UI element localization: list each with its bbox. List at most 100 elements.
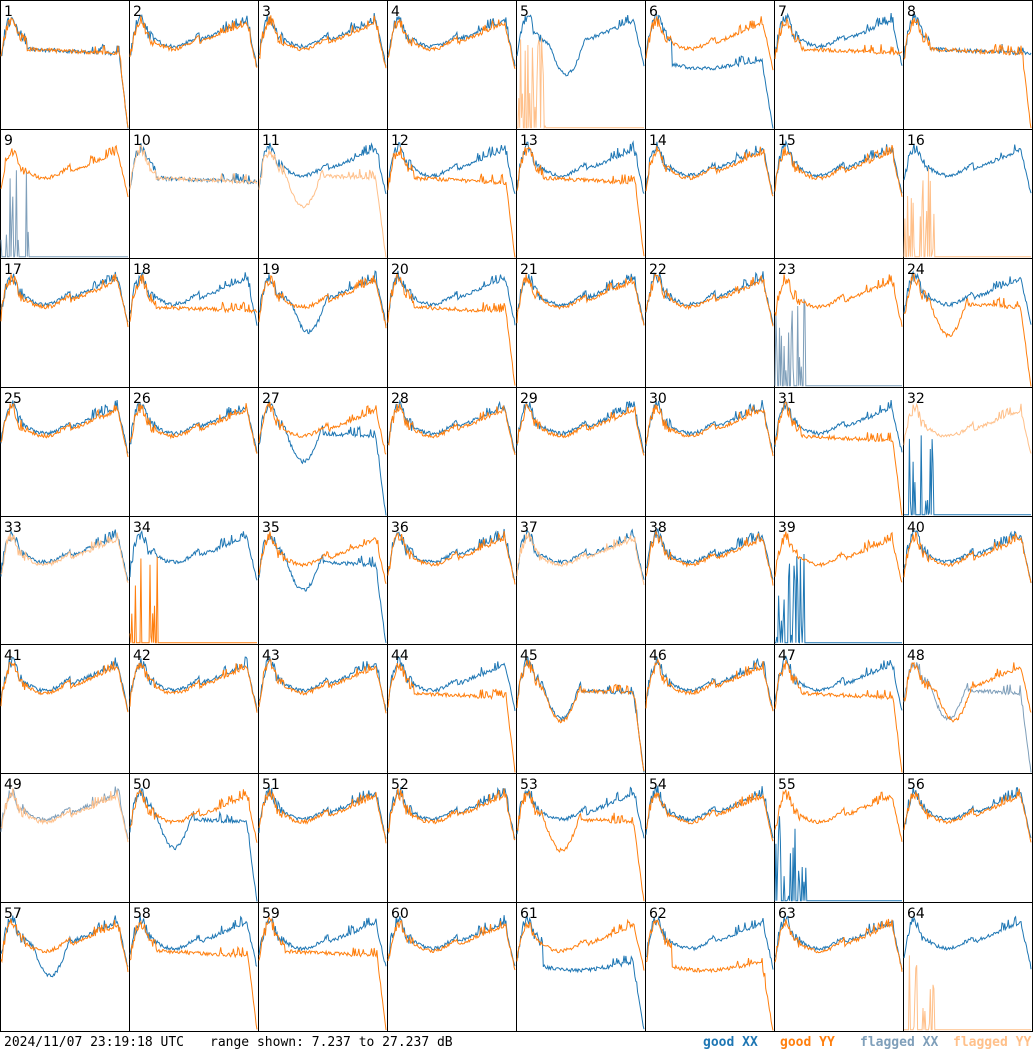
series-yy-panel-1: [0, 17, 129, 128]
series-yy-panel-44: [387, 663, 516, 773]
panel-label-5: 5: [520, 4, 529, 20]
panel-label-58: 58: [133, 906, 151, 922]
timestamp-label: 2024/11/07 23:19:18 UTC: [4, 1035, 185, 1050]
series-yy-panel-34: [129, 556, 257, 644]
series-yy-panel-37: [516, 532, 645, 586]
series-xx-panel-25: [0, 400, 129, 454]
series-yy-panel-14: [645, 145, 774, 197]
panel-label-2: 2: [133, 4, 142, 20]
panel-frame-2: [129, 0, 259, 130]
panel-label-15: 15: [778, 133, 796, 149]
panel-label-39: 39: [778, 520, 796, 536]
range-label: range shown: 7.237 to 27.237 dB: [210, 1035, 453, 1050]
series-xx-panel-17: [0, 271, 129, 323]
series-xx-panel-6: [645, 12, 774, 129]
series-xx-panel-32: [904, 435, 1031, 516]
legend-good-yy: good YY: [780, 1035, 835, 1050]
panel-label-10: 10: [133, 133, 151, 149]
series-yy-panel-16: [903, 167, 1031, 258]
series-xx-panel-51: [258, 786, 387, 839]
panel-label-31: 31: [778, 391, 796, 407]
series-yy-panel-30: [645, 404, 774, 457]
series-yy-panel-12: [387, 146, 516, 258]
series-xx-panel-21: [516, 273, 645, 326]
series-yy-panel-15: [774, 144, 903, 197]
series-xx-panel-63: [774, 915, 903, 970]
series-yy-panel-36: [387, 531, 516, 585]
series-yy-panel-4: [387, 18, 516, 69]
panel-label-40: 40: [907, 520, 925, 536]
series-yy-panel-52: [387, 788, 516, 841]
series-yy-panel-28: [387, 404, 516, 456]
series-xx-panel-54: [645, 785, 774, 839]
panel-label-11: 11: [262, 133, 280, 149]
panel-label-38: 38: [649, 520, 667, 536]
panel-label-61: 61: [520, 906, 538, 922]
panel-label-54: 54: [649, 777, 667, 793]
series-yy-panel-45: [516, 659, 645, 772]
series-xx-panel-56: [903, 787, 1032, 838]
series-yy-panel-35: [258, 531, 387, 584]
series-yy-panel-27: [258, 401, 387, 455]
series-xx-panel-9: [0, 170, 128, 258]
series-yy-panel-26: [129, 403, 258, 454]
series-yy-panel-17: [0, 273, 129, 328]
series-xx-panel-61: [516, 914, 645, 1030]
panel-label-33: 33: [4, 520, 22, 536]
panel-label-29: 29: [520, 391, 538, 407]
series-xx-panel-2: [129, 13, 258, 67]
panel-label-59: 59: [262, 906, 280, 922]
panel-label-50: 50: [133, 777, 151, 793]
series-yy-panel-59: [258, 915, 387, 1031]
legend-flagged-yy: flagged YY: [953, 1035, 1032, 1050]
series-yy-panel-29: [516, 403, 645, 456]
series-yy-panel-40: [903, 531, 1032, 584]
series-xx-panel-53: [516, 786, 645, 839]
panel-label-24: 24: [907, 262, 925, 278]
panel-label-46: 46: [649, 648, 667, 664]
series-xx-panel-7: [774, 12, 903, 66]
series-xx-panel-31: [774, 400, 903, 453]
series-xx-panel-45: [516, 657, 645, 773]
series-xx-panel-19: [258, 270, 387, 335]
series-xx-panel-47: [774, 655, 903, 711]
series-xx-panel-1: [0, 16, 129, 129]
series-xx-panel-49: [0, 786, 129, 840]
panel-label-49: 49: [4, 777, 22, 793]
series-yy-panel-58: [129, 919, 258, 1030]
panel-label-21: 21: [520, 262, 538, 278]
panel-label-26: 26: [133, 391, 151, 407]
panel-label-52: 52: [391, 777, 409, 793]
series-xx-panel-41: [0, 656, 129, 712]
series-xx-panel-10: [129, 143, 258, 189]
series-yy-panel-48: [903, 661, 1032, 723]
series-xx-panel-34: [129, 530, 258, 581]
series-yy-panel-13: [516, 146, 645, 257]
panel-label-62: 62: [649, 906, 667, 922]
series-yy-panel-60: [387, 920, 516, 971]
panel-label-42: 42: [133, 648, 151, 664]
legend-good-xx: good XX: [703, 1035, 758, 1050]
panel-label-51: 51: [262, 777, 280, 793]
series-yy-panel-10: [129, 144, 258, 190]
series-yy-panel-19: [258, 275, 387, 329]
series-yy-panel-54: [645, 792, 774, 842]
panel-label-34: 34: [133, 520, 151, 536]
panel-frame-8: [903, 0, 1033, 130]
panel-label-7: 7: [778, 4, 787, 20]
series-yy-panel-8: [903, 17, 1032, 129]
panel-label-19: 19: [262, 262, 280, 278]
series-yy-panel-41: [0, 661, 129, 713]
panel-label-6: 6: [649, 4, 658, 20]
series-xx-panel-18: [129, 271, 258, 326]
panel-label-53: 53: [520, 777, 538, 793]
panel-label-44: 44: [391, 648, 409, 664]
panel-frame-6: [645, 0, 775, 130]
panel-label-17: 17: [4, 262, 22, 278]
panel-frame-4: [387, 0, 517, 130]
series-yy-panel-46: [645, 658, 774, 712]
series-yy-panel-24: [903, 273, 1032, 387]
panel-label-16: 16: [907, 133, 925, 149]
panel-frame-1: [0, 0, 130, 130]
panel-label-56: 56: [907, 777, 925, 793]
